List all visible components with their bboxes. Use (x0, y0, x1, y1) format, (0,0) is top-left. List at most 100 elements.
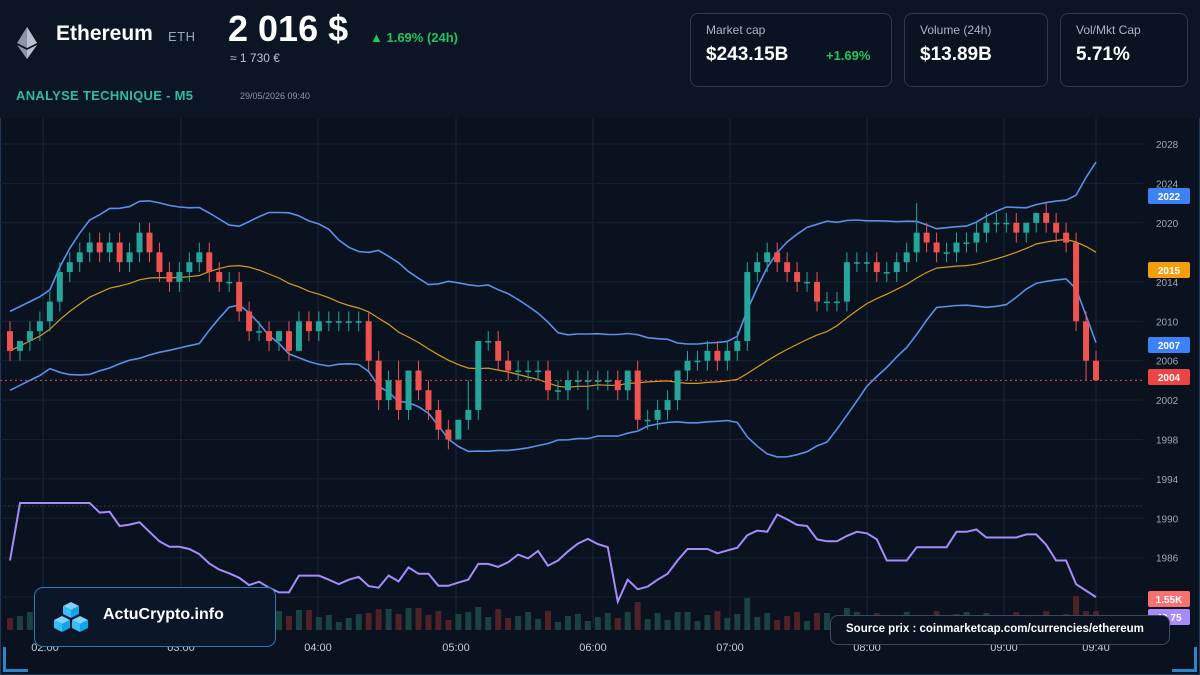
candle-body (76, 252, 83, 263)
candle-body (26, 331, 33, 341)
volume-bar (794, 612, 801, 630)
brand-name: ActuCrypto.info (103, 606, 224, 623)
price-axis-label: 2002 (1156, 396, 1179, 407)
volume-bar (574, 614, 581, 630)
price-axis-label: 1990 (1156, 514, 1179, 525)
volume-bar (724, 618, 731, 630)
volume-bar (385, 609, 392, 630)
volume-bar (824, 613, 830, 630)
candle-body (993, 222, 1000, 225)
market-cap-value: $243.15B (706, 44, 789, 65)
candle-body (704, 350, 711, 361)
time-axis-label: 09:40 (1082, 642, 1110, 654)
candle-body (1073, 242, 1080, 322)
candle-body (206, 252, 213, 273)
price-tag (1148, 337, 1190, 353)
volume-bar (694, 621, 701, 630)
volume-bar (485, 617, 492, 630)
candle-body (315, 321, 322, 332)
candle-body (176, 272, 183, 282)
candle-body (644, 419, 651, 422)
frame-corner (3, 647, 28, 672)
price-tag-label: 2015 (1158, 266, 1181, 277)
candle-body (136, 232, 143, 253)
candle-body (594, 380, 601, 382)
brand-badge[interactable]: ActuCrypto.info (34, 587, 276, 647)
candle-body (674, 370, 681, 401)
candle-body (246, 311, 253, 332)
price-tag-label: 1.55K (1156, 595, 1183, 606)
candle-body (654, 409, 661, 420)
source-text: Source prix : coinmarketcap.com/currenci… (846, 623, 1144, 635)
candle-body (146, 232, 153, 253)
frame-corner (1172, 647, 1197, 672)
volume-bar (634, 602, 641, 630)
fiat-price: ≈ 1 730 € (230, 51, 280, 65)
candle-body (365, 321, 372, 361)
volume-bar (1073, 596, 1080, 630)
candle-body (694, 360, 701, 363)
volume-bar (654, 613, 661, 630)
volume-bar (554, 622, 561, 630)
candle-body (784, 262, 791, 273)
volume-bar (7, 618, 13, 630)
candle-body (216, 272, 223, 282)
volume-bar (545, 611, 552, 630)
candle-body (405, 370, 412, 410)
candle-body (973, 232, 980, 243)
candle-body (564, 380, 571, 391)
volume-bar (804, 621, 811, 630)
price-axis-label: 2024 (1156, 179, 1179, 190)
candle-body (933, 242, 940, 253)
candle-body (455, 419, 462, 440)
volume-bar (664, 620, 671, 630)
volume-bar (315, 617, 322, 630)
candle-body (873, 262, 880, 273)
candle-body (465, 409, 472, 420)
volume-bar (16, 616, 23, 630)
volume-bar (425, 615, 432, 630)
candle-body (475, 341, 482, 410)
volume-bar (465, 612, 472, 630)
candle-body (116, 242, 123, 263)
price-tag-label: 2022 (1158, 192, 1181, 203)
candle-body (814, 281, 821, 302)
candle-body (156, 252, 163, 273)
volume-bar (704, 615, 711, 630)
price-axis-label: 2006 (1156, 357, 1179, 368)
candle-body (86, 242, 93, 253)
candle-body (774, 252, 781, 263)
price-axis-label: 1994 (1156, 475, 1179, 486)
volume-bar (495, 609, 502, 630)
volume-bar (594, 617, 601, 630)
candle-body (355, 321, 362, 323)
cubes-logo-icon (54, 602, 88, 632)
volume-value: $13.89B (920, 44, 992, 65)
price-tag-label: 2004 (1158, 373, 1181, 384)
candle-body (16, 341, 23, 351)
candle-body (1043, 212, 1050, 223)
candle-body (545, 370, 552, 391)
volume-bar (624, 612, 631, 630)
candle-body (285, 331, 292, 351)
candle-body (385, 380, 392, 401)
price-chart[interactable]: 2028 2024 2020 2014 2010 2006 2002 1998 1994 1990… (0, 118, 1200, 675)
time-axis-label: 09:00 (990, 642, 1018, 654)
price-tag (1148, 262, 1190, 278)
volume-bar (405, 608, 412, 630)
candle-body (375, 360, 382, 401)
volume-bar (285, 616, 292, 630)
market-cap-label: Market cap (706, 23, 766, 37)
candle-body (893, 262, 900, 273)
price-axis-label: 2014 (1156, 278, 1179, 289)
time-axis-label: 05:00 (442, 642, 470, 654)
volume-bar (644, 619, 651, 630)
candle-body (574, 380, 581, 382)
candle-body (1003, 222, 1010, 225)
time-axis-label: 07:00 (716, 642, 744, 654)
analysis-label: ANALYSE TECHNIQUE - M5 (16, 88, 194, 103)
volume-bar (684, 612, 691, 630)
candle-body (345, 321, 352, 323)
time-axis-label: 04:00 (304, 642, 332, 654)
vol-mkt-cap-label: Vol/Mkt Cap (1076, 23, 1141, 37)
